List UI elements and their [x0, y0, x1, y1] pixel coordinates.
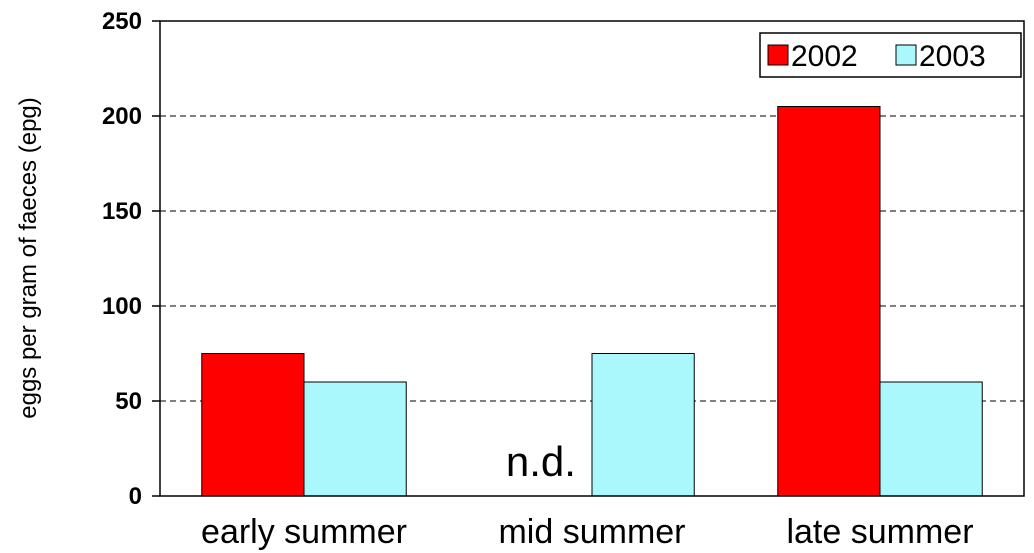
legend-label-2003: 2003 — [919, 40, 986, 73]
y-tick-label-150: 150 — [102, 198, 142, 225]
bars — [201, 106, 983, 497]
legend-swatch-2002 — [767, 44, 789, 66]
annotation-not-determined: n.d. — [506, 438, 576, 485]
plot-frame — [159, 20, 1025, 497]
y-tick-label-0: 0 — [129, 483, 142, 510]
y-tick-label-200: 200 — [102, 103, 142, 130]
bar-2003-early-summer — [303, 381, 407, 497]
y-axis-label: eggs per gram of faeces (epg) — [15, 97, 42, 419]
legend: 2002 2003 — [759, 32, 1022, 78]
bar-2003-mid-summer — [591, 353, 695, 497]
bar-2003-late-summer — [879, 381, 983, 497]
legend-box — [759, 32, 1022, 78]
y-tick-label-250: 250 — [102, 8, 142, 35]
legend-label-2002: 2002 — [791, 40, 858, 73]
y-tick-label-100: 100 — [102, 293, 142, 320]
bar-2002-early-summer — [201, 353, 305, 497]
x-tick-label-mid-summer: mid summer — [498, 513, 685, 551]
y-tick-label-50: 50 — [115, 388, 142, 415]
y-axis-ticks: 0 50 100 150 200 250 — [102, 8, 160, 510]
x-tick-label-late-summer: late summer — [786, 513, 973, 551]
x-axis-ticks: early summer mid summer late summer — [201, 513, 974, 551]
annotations: n.d. — [506, 438, 576, 485]
bar-2002-late-summer — [777, 106, 881, 497]
x-tick-label-early-summer: early summer — [201, 513, 407, 551]
legend-swatch-2003 — [895, 44, 917, 66]
